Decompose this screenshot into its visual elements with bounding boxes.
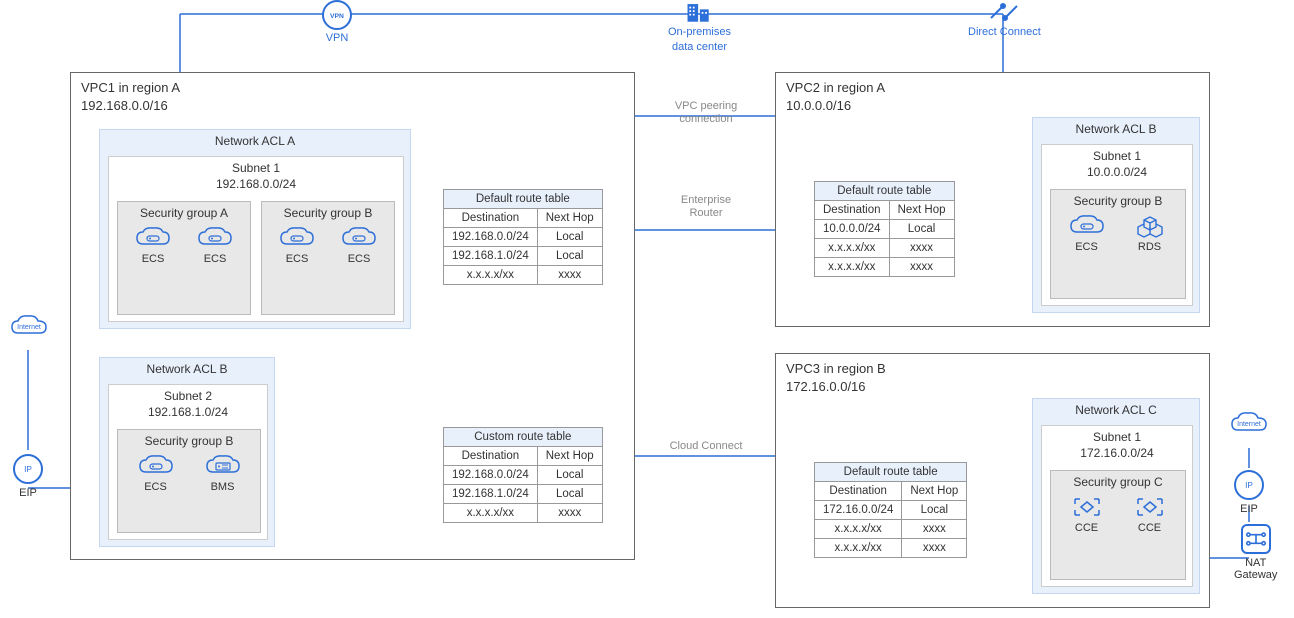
vpc3-sg-title: Security group C bbox=[1051, 471, 1185, 493]
vpc2-rt: Default route table DestinationNext Hop … bbox=[814, 181, 955, 277]
vpc3-box: VPC3 in region B 172.16.0.0/16 Default r… bbox=[775, 353, 1210, 608]
ecs-service: ECS bbox=[1062, 214, 1112, 253]
svg-text:VPN: VPN bbox=[330, 13, 344, 20]
sg-b1-title: Security group B bbox=[262, 202, 394, 224]
acl-a: Network ACL A Subnet 1 192.168.0.0/24 Se… bbox=[99, 129, 411, 329]
cce-service: CCE bbox=[1125, 495, 1175, 534]
vpc2-acl: Network ACL B Subnet 1 10.0.0.0/24 Secur… bbox=[1032, 117, 1200, 313]
nat-label1: NAT bbox=[1245, 557, 1266, 569]
svg-text:Internet: Internet bbox=[17, 324, 41, 331]
eip-right: IP EIP bbox=[1234, 470, 1264, 515]
direct-connect-node: Direct Connect bbox=[968, 0, 1041, 39]
ecs-service: ECS bbox=[272, 226, 322, 265]
svg-text:IP: IP bbox=[1245, 481, 1253, 490]
vpc3-subnet-title: Subnet 1 172.16.0.0/24 bbox=[1042, 426, 1192, 465]
vpn-node: VPN VPN bbox=[322, 0, 352, 45]
cloud-server-icon bbox=[341, 226, 377, 250]
dc-label2: data center bbox=[672, 41, 727, 54]
vpc1-rt2: Custom route table DestinationNext Hop 1… bbox=[443, 427, 603, 523]
sg-a: Security group A ECS ECS bbox=[117, 201, 251, 315]
vpc2-subnet: Subnet 1 10.0.0.0/24 Security group B EC… bbox=[1041, 144, 1193, 306]
vpc2-title: VPC2 in region A 10.0.0.0/16 bbox=[776, 73, 895, 121]
cloud-server-icon bbox=[197, 226, 233, 250]
bms-service: BMS bbox=[198, 454, 248, 493]
sg-a-title: Security group A bbox=[118, 202, 250, 224]
vpc1-rt1: Default route table DestinationNext Hop … bbox=[443, 189, 603, 285]
vpc2-sg: Security group B ECS RDS bbox=[1050, 189, 1186, 299]
svg-text:Internet: Internet bbox=[1237, 421, 1261, 428]
vpc2-subnet-title: Subnet 1 10.0.0.0/24 bbox=[1042, 145, 1192, 184]
ecs-service: ECS bbox=[334, 226, 384, 265]
vpc3-subnet: Subnet 1 172.16.0.0/24 Security group C … bbox=[1041, 425, 1193, 587]
vpc2-acl-title: Network ACL B bbox=[1033, 118, 1199, 140]
vpc3-rt-title: Default route table bbox=[815, 463, 967, 482]
cloud-server-icon bbox=[135, 226, 171, 250]
dc-label1: On-premises bbox=[668, 26, 731, 39]
datacenter-node: On-premises data center bbox=[668, 0, 731, 54]
ecs-service: ECS bbox=[131, 454, 181, 493]
subnet2-title: Subnet 2 192.168.1.0/24 bbox=[109, 385, 267, 424]
rds-service: RDS bbox=[1125, 214, 1175, 253]
vpc2-rt-title: Default route table bbox=[815, 182, 955, 201]
peering-label: VPC peeringconnection bbox=[666, 100, 746, 126]
hex-icon bbox=[1132, 214, 1168, 238]
cce-icon bbox=[1132, 495, 1168, 519]
cloud-server-icon bbox=[205, 454, 241, 478]
direct-connect-icon bbox=[989, 0, 1019, 24]
vpc2-box: VPC2 in region A 10.0.0.0/16 Default rou… bbox=[775, 72, 1210, 327]
ip-icon: IP bbox=[13, 454, 43, 484]
direct-label: Direct Connect bbox=[968, 26, 1041, 39]
vpc3-acl-title: Network ACL C bbox=[1033, 399, 1199, 421]
cce-service: CCE bbox=[1062, 495, 1112, 534]
acl-b: Network ACL B Subnet 2 192.168.1.0/24 Se… bbox=[99, 357, 275, 547]
internet-right: Internet bbox=[1228, 410, 1270, 438]
acl-a-title: Network ACL A bbox=[100, 130, 410, 152]
sg-b2: Security group B ECS BMS bbox=[117, 429, 261, 533]
building-icon bbox=[684, 0, 714, 24]
er-label: EnterpriseRouter bbox=[666, 194, 746, 220]
subnet2: Subnet 2 192.168.1.0/24 Security group B… bbox=[108, 384, 268, 540]
rt2-title: Custom route table bbox=[444, 428, 603, 447]
cce-icon bbox=[1069, 495, 1105, 519]
nat-label2: Gateway bbox=[1234, 569, 1277, 581]
cloud-server-icon bbox=[138, 454, 174, 478]
ip-icon: IP bbox=[1234, 470, 1264, 500]
subnet1-title: Subnet 1 192.168.0.0/24 bbox=[109, 157, 403, 196]
cloud-server-icon bbox=[1069, 214, 1105, 238]
vpc3-acl: Network ACL C Subnet 1 172.16.0.0/24 Sec… bbox=[1032, 398, 1200, 594]
internet-left: Internet bbox=[8, 313, 50, 341]
eip-left-label: EIP bbox=[19, 487, 37, 499]
vpn-icon: VPN bbox=[322, 0, 352, 30]
vpc1-title: VPC1 in region A 192.168.0.0/16 bbox=[71, 73, 190, 121]
cloud-icon: Internet bbox=[8, 313, 50, 341]
subnet1: Subnet 1 192.168.0.0/24 Security group A… bbox=[108, 156, 404, 322]
vpn-label: VPN bbox=[326, 32, 349, 45]
acl-b-title: Network ACL B bbox=[100, 358, 274, 380]
vpc3-sg: Security group C CCE CCE bbox=[1050, 470, 1186, 580]
sg-b1: Security group B ECS ECS bbox=[261, 201, 395, 315]
vpc1-box: VPC1 in region A 192.168.0.0/16 Network … bbox=[70, 72, 635, 560]
nat-gateway: NAT Gateway bbox=[1234, 524, 1277, 581]
vpc3-title: VPC3 in region B 172.16.0.0/16 bbox=[776, 354, 896, 402]
svg-text:IP: IP bbox=[24, 465, 32, 474]
ecs-service: ECS bbox=[128, 226, 178, 265]
cloud-icon: Internet bbox=[1228, 410, 1270, 438]
sg-b2-title: Security group B bbox=[118, 430, 260, 452]
eip-right-label: EIP bbox=[1240, 503, 1258, 515]
rt1-title: Default route table bbox=[444, 190, 603, 209]
nat-icon bbox=[1241, 524, 1271, 554]
eip-left: IP EIP bbox=[13, 454, 43, 499]
cloud-server-icon bbox=[279, 226, 315, 250]
diagram-canvas: VPN VPN On-premises data center Direct C… bbox=[0, 0, 1294, 618]
vpc2-sg-title: Security group B bbox=[1051, 190, 1185, 212]
ecs-service: ECS bbox=[190, 226, 240, 265]
cc-label: Cloud Connect bbox=[666, 440, 746, 453]
vpc3-rt: Default route table DestinationNext Hop … bbox=[814, 462, 967, 558]
